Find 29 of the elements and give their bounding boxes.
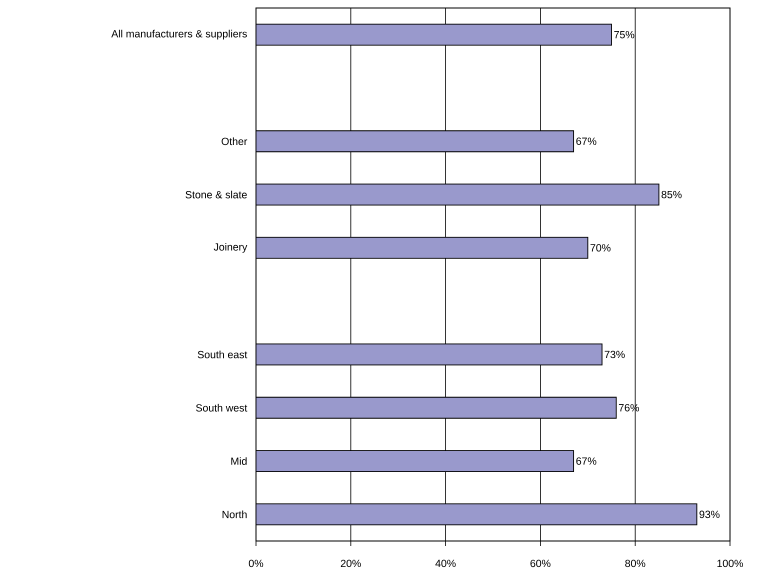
y-tick-label: Stone & slate — [186, 190, 247, 198]
y-tick-label: South west — [196, 404, 248, 412]
data-label: 85% — [662, 190, 682, 198]
y-tick-label: Joinery — [214, 242, 248, 253]
bar — [256, 450, 574, 472]
data-label: 67% — [576, 138, 596, 145]
bar — [256, 184, 660, 206]
x-tick-label: 100% — [717, 560, 743, 568]
data-label: 75% — [614, 30, 634, 38]
y-tick-label: All manufacturers & suppliers — [111, 30, 247, 40]
x-tick-label: 20% — [340, 560, 361, 568]
bar — [256, 396, 617, 419]
data-label: 73% — [604, 350, 625, 358]
y-tick-label: South east — [198, 350, 248, 358]
x-tick-label: 60% — [530, 560, 550, 568]
y-tick-label: North — [222, 510, 247, 518]
x-tick-label: 40% — [435, 560, 456, 568]
x-tick-label: 80% — [625, 560, 646, 568]
data-label: 93% — [700, 510, 720, 518]
bar — [256, 130, 574, 152]
bar — [256, 344, 602, 366]
bar — [256, 24, 612, 46]
bar — [256, 236, 588, 259]
x-tick-label: 0% — [248, 560, 264, 568]
data-label: 67% — [576, 457, 596, 465]
y-tick-label: Mid — [231, 457, 247, 465]
y-tick-label: Other — [222, 137, 248, 146]
data-label: 70% — [590, 244, 611, 252]
bar — [256, 503, 698, 526]
